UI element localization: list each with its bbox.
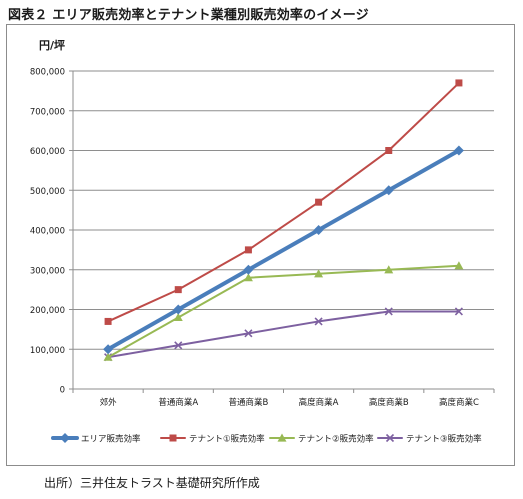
data-point [313, 225, 324, 235]
legend-item: テナント①販売効率 [160, 434, 265, 445]
line-chart: 円/坪 0 100,000 200,000 300,000 400,000 500,000… [30, 39, 495, 445]
y-tick-label: 800,000 [30, 68, 65, 78]
data-point [384, 307, 393, 316]
data-point [243, 273, 253, 282]
legend-marker [277, 433, 287, 442]
legend-item: テナント③販売効率 [377, 433, 482, 445]
data-point [383, 185, 394, 196]
data-point [244, 329, 253, 338]
x-tick-label: 普通商業B [228, 397, 268, 408]
data-point [315, 198, 323, 206]
y-tick-label: 400,000 [30, 227, 65, 237]
data-point [103, 352, 113, 361]
series-4 [104, 307, 463, 362]
data-point [314, 317, 323, 326]
y-tick-label: 700,000 [30, 107, 65, 117]
series-line [107, 81, 460, 323]
y-tick-label: 600,000 [30, 147, 65, 157]
series-line [107, 310, 460, 359]
data-point [454, 261, 464, 270]
data-point [314, 269, 324, 278]
y-tick-label: 0 [60, 386, 65, 396]
figure-title: 図表２ エリア販売効率とテナント業種別販売効率のイメージ [8, 8, 369, 23]
data-point [104, 317, 112, 325]
legend-item: エリア販売効率 [51, 433, 141, 445]
series-3 [103, 261, 464, 361]
x-tick-label: 郊外 [100, 397, 118, 408]
legend-marker [169, 434, 177, 442]
series-2 [104, 79, 463, 325]
series-line [106, 148, 461, 352]
data-point [454, 307, 463, 316]
legend-item: テナント②販売効率 [269, 433, 374, 445]
y-tick-label: 100,000 [30, 346, 65, 356]
legend-marker [60, 433, 70, 443]
legend-marker [385, 433, 395, 443]
legend-label: エリア販売効率 [81, 434, 141, 445]
series-line [107, 264, 460, 359]
data-point [174, 341, 183, 350]
data-point [173, 304, 184, 315]
legend-label: テナント③販売効率 [406, 434, 482, 445]
data-point [243, 264, 254, 275]
data-point [103, 344, 114, 355]
y-tick-label: 200,000 [30, 306, 65, 316]
data-point [455, 79, 463, 87]
x-tick-label: 高度商業A [299, 397, 339, 408]
data-point [385, 147, 393, 154]
data-point [174, 286, 182, 294]
legend-label: テナント①販売効率 [189, 434, 265, 445]
series-1 [103, 145, 464, 355]
chart-frame: 円/坪 0 100,000 200,000 300,000 400,000 500,000… [6, 24, 515, 466]
data-point [384, 265, 394, 274]
y-tick-label: 300,000 [30, 266, 65, 276]
source-note: 出所）三井住友トラスト基礎研究所作成 [44, 476, 260, 490]
x-tick-label: 高度商業B [369, 397, 409, 408]
x-tick-label: 高度商業C [439, 397, 479, 408]
data-point [244, 246, 252, 254]
y-tick-label: 500,000 [30, 187, 65, 197]
data-point [173, 312, 183, 322]
data-point [453, 145, 464, 156]
x-tick-label: 普通商業A [158, 397, 198, 408]
y-axis-label: 円/坪 [39, 39, 65, 52]
legend-label: テナント②販売効率 [298, 434, 374, 445]
